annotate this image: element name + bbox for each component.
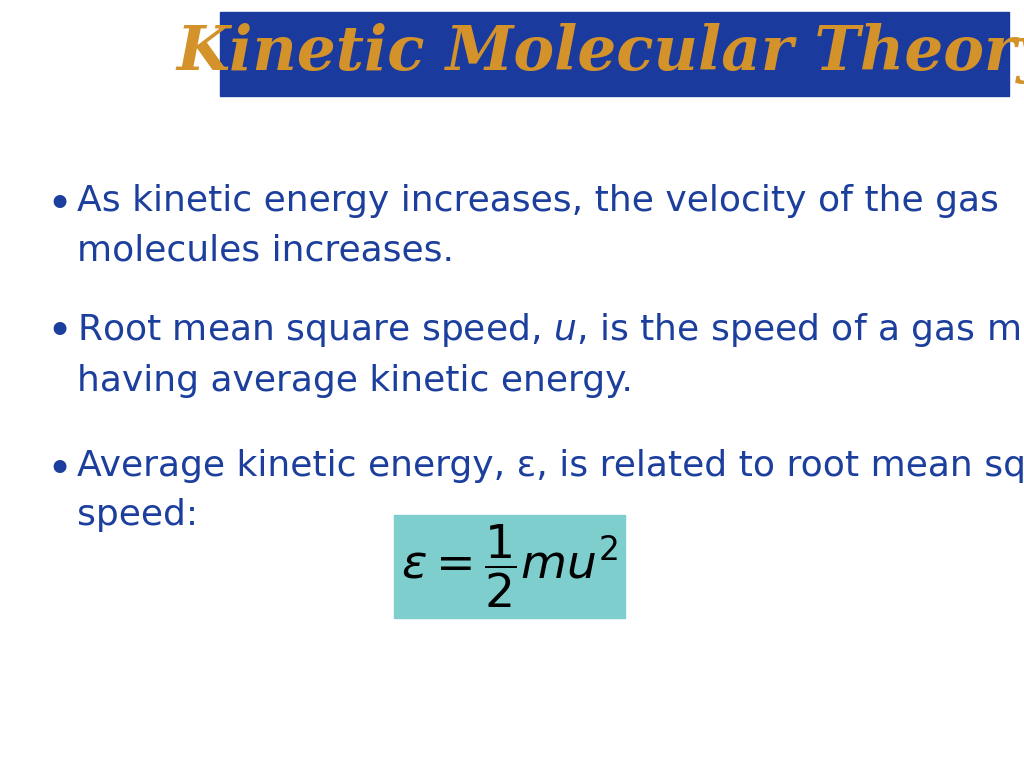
Text: Average kinetic energy, ε, is related to root mean square
speed:: Average kinetic energy, ε, is related to… [77, 449, 1024, 532]
Text: •: • [46, 184, 73, 227]
Text: Kinetic Molecular Theory: Kinetic Molecular Theory [176, 23, 1024, 84]
Text: •: • [46, 449, 73, 492]
Text: $\varepsilon = \dfrac{1}{2}mu^2$: $\varepsilon = \dfrac{1}{2}mu^2$ [400, 522, 618, 611]
FancyBboxPatch shape [220, 12, 1009, 96]
Text: As kinetic energy increases, the velocity of the gas
molecules increases.: As kinetic energy increases, the velocit… [77, 184, 998, 267]
Text: Root mean square speed, $\mathit{u}$, is the speed of a gas molecule
having aver: Root mean square speed, $\mathit{u}$, is… [77, 311, 1024, 398]
FancyBboxPatch shape [394, 515, 625, 618]
Text: •: • [46, 311, 73, 354]
